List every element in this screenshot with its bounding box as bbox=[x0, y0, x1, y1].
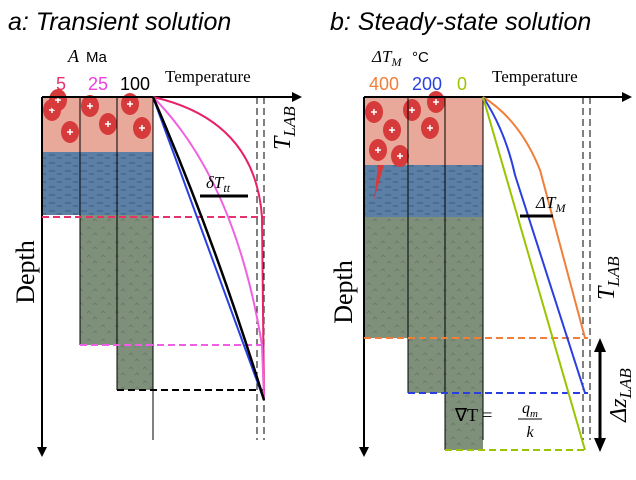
delta-label: ΔTM bbox=[535, 193, 566, 215]
legend-symbol: ΔTM bbox=[371, 47, 402, 69]
legend-symbol: A bbox=[67, 46, 80, 66]
legend-item: 400 bbox=[369, 74, 399, 94]
text-part: LAB bbox=[604, 256, 623, 288]
geotherm bbox=[152, 96, 265, 401]
dz-label: ΔzLAB bbox=[606, 368, 635, 423]
legend-unit: °C bbox=[412, 49, 429, 66]
geotherm bbox=[482, 96, 586, 394]
legend-unit: Ma bbox=[86, 49, 107, 66]
panel-title: b: Steady-state solution bbox=[330, 8, 591, 36]
legend-item: 5 bbox=[56, 74, 66, 94]
text-part: M bbox=[390, 55, 402, 69]
text-part: T bbox=[594, 285, 620, 300]
flux-label: qm bbox=[522, 400, 538, 420]
text-part: Δz bbox=[606, 398, 632, 423]
columns bbox=[364, 90, 484, 450]
text-part: m bbox=[530, 408, 538, 420]
text-part: LAB bbox=[616, 368, 635, 400]
geotherm bbox=[482, 96, 586, 339]
tlab-lines bbox=[582, 97, 591, 440]
delta-label: δTtt bbox=[206, 173, 231, 195]
x-axis-label: Temperature bbox=[165, 67, 251, 86]
legend-item: 25 bbox=[88, 74, 108, 94]
text-part: M bbox=[554, 201, 566, 215]
legend-item: 100 bbox=[120, 74, 150, 94]
dz-arrowheads bbox=[594, 338, 606, 452]
gradient-label: ∇T = bbox=[454, 405, 492, 425]
text-part: T bbox=[270, 135, 296, 150]
geotherm bbox=[152, 96, 265, 401]
tlab-label: TLAB bbox=[594, 256, 623, 300]
x-axis-label: Temperature bbox=[492, 67, 578, 86]
geotherm bbox=[152, 96, 265, 401]
text-part: q bbox=[522, 400, 530, 417]
geotherm bbox=[482, 96, 586, 451]
panel-title: a: Transient solution bbox=[8, 8, 231, 36]
tlab-lines bbox=[256, 97, 265, 440]
text-part: ΔT bbox=[535, 193, 557, 212]
text-part: LAB bbox=[280, 106, 299, 138]
text-part: tt bbox=[223, 181, 230, 195]
geotherm bbox=[151, 96, 266, 401]
conductivity-label: k bbox=[526, 424, 534, 441]
text-part: δT bbox=[206, 173, 225, 192]
y-axis-label: Depth bbox=[329, 260, 358, 324]
tlab-label: TLAB bbox=[270, 106, 299, 150]
text-part: ΔT bbox=[371, 47, 393, 66]
y-axis-label: Depth bbox=[11, 240, 40, 304]
legend-item: 0 bbox=[457, 74, 467, 94]
columns bbox=[42, 88, 154, 440]
legend-item: 200 bbox=[412, 74, 442, 94]
